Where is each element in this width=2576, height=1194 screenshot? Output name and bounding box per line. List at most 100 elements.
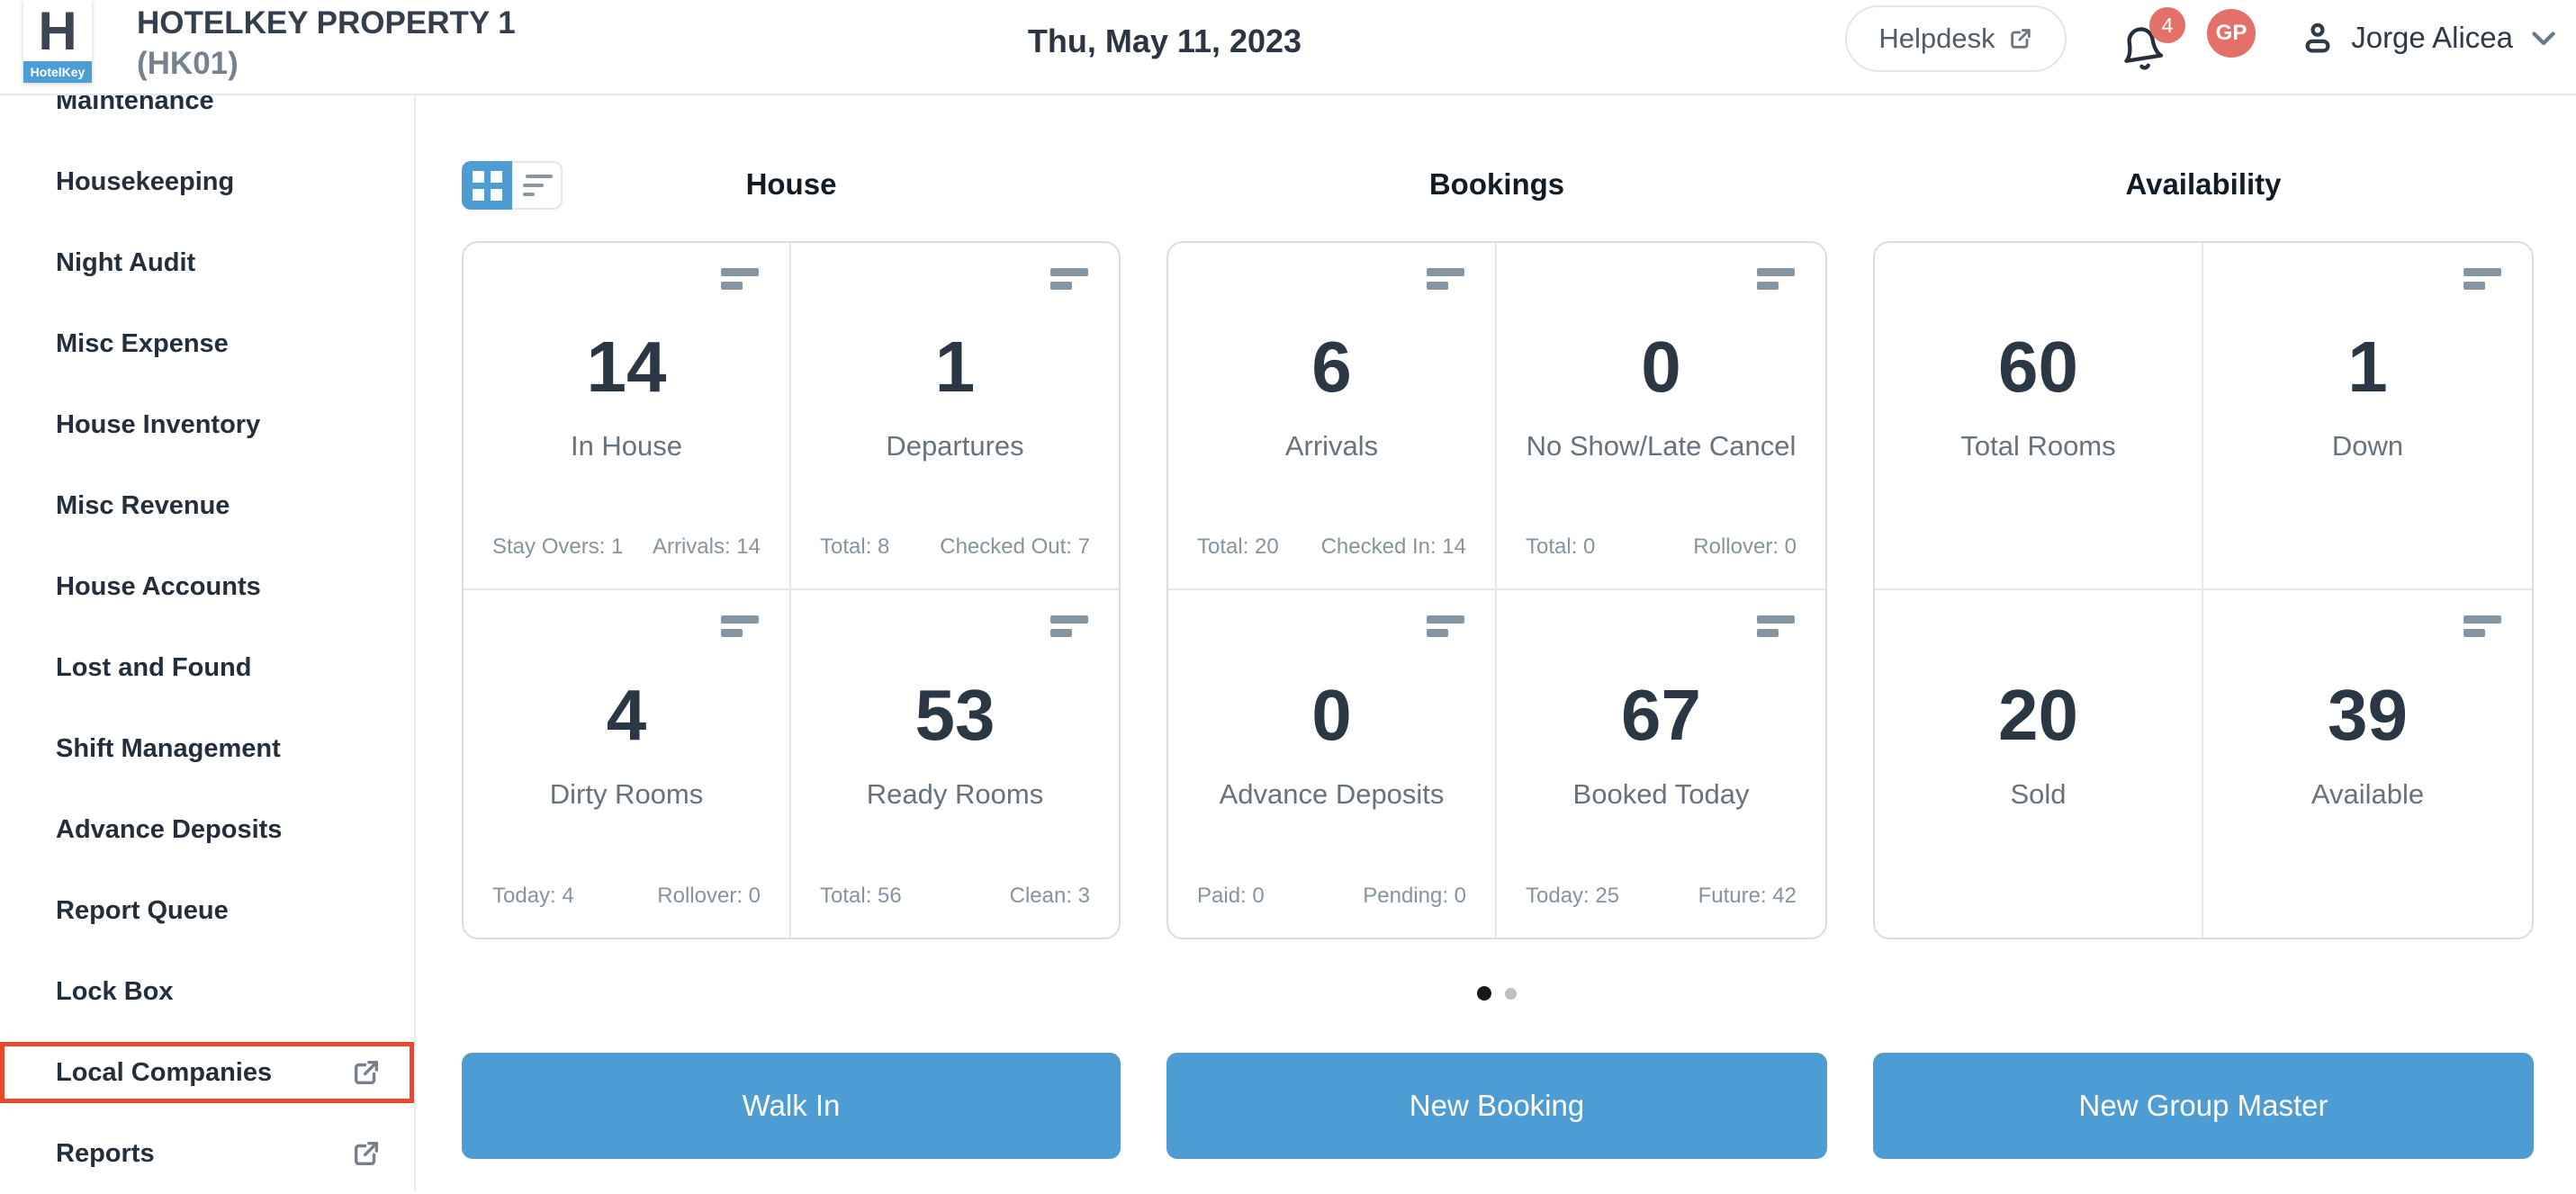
sidebar-item-label: Advance Deposits <box>56 814 283 844</box>
sidebar-item-label: House Accounts <box>56 571 261 601</box>
card-substat-left: Total: 8 <box>820 534 890 559</box>
sidebar-nav: Maintenance Housekeeping Night Audit Mis… <box>0 0 414 1194</box>
card-substat-right: Clean: 3 <box>1009 884 1090 908</box>
sidebar-item-advance-deposits[interactable]: Advance Deposits <box>0 789 414 870</box>
card-menu-icon[interactable] <box>1757 615 1795 637</box>
card-value: 67 <box>1621 675 1701 755</box>
sidebar-item-label: Local Companies <box>56 1057 273 1087</box>
list-view-button[interactable] <box>512 161 563 210</box>
helpdesk-button[interactable]: Helpdesk <box>1845 5 2067 72</box>
card-available[interactable]: 39 Available <box>2203 590 2532 938</box>
avatar[interactable]: GP <box>2207 9 2256 58</box>
card-substat-left: Today: 25 <box>1526 884 1620 908</box>
card-value: 60 <box>1998 327 2078 407</box>
user-name: Jorge Alicea <box>2351 21 2513 54</box>
card-departures[interactable]: 1 Departures Total: 8 Checked Out: 7 <box>791 243 1119 590</box>
card-menu-icon[interactable] <box>721 615 759 637</box>
card-menu-icon[interactable] <box>2463 268 2501 290</box>
grid-view-button[interactable] <box>462 161 512 210</box>
card-booked-today[interactable]: 67 Booked Today Today: 25 Future: 42 <box>1497 590 1825 938</box>
card-no-show-late-cancel[interactable]: 0 No Show/Late Cancel Total: 0 Rollover:… <box>1497 243 1825 590</box>
pagination-dot[interactable] <box>1505 987 1517 1000</box>
section-house: House 14 In House Stay Overs: 1 Arrivals… <box>462 164 1121 939</box>
property-name: HOTELKEY PROPERTY 1 <box>137 5 516 40</box>
sidebar-item-reports[interactable]: Reports <box>0 1113 414 1194</box>
card-label: Sold <box>2010 778 2067 810</box>
sidebar-item-local-companies[interactable]: Local Companies <box>0 1032 414 1113</box>
card-substat-right: Pending: 0 <box>1363 884 1466 908</box>
carousel-pagination <box>1166 986 1827 1001</box>
sidebar-item-label: Report Queue <box>56 895 229 925</box>
sidebar-item-lost-and-found[interactable]: Lost and Found <box>0 627 414 708</box>
walk-in-button[interactable]: Walk In <box>462 1053 1121 1159</box>
card-sold[interactable]: 20 Sold <box>1875 590 2203 938</box>
card-value: 0 <box>1641 327 1681 407</box>
sidebar-item-misc-revenue[interactable]: Misc Revenue <box>0 465 414 546</box>
card-arrivals[interactable]: 6 Arrivals Total: 20 Checked In: 14 <box>1168 243 1497 590</box>
new-group-master-button[interactable]: New Group Master <box>1873 1053 2534 1159</box>
new-booking-button[interactable]: New Booking <box>1166 1053 1827 1159</box>
card-substat-right: Rollover: 0 <box>1693 534 1797 559</box>
card-value: 53 <box>914 675 995 755</box>
bell-icon <box>2124 27 2164 70</box>
card-label: Available <box>2310 778 2425 810</box>
sidebar-item-report-queue[interactable]: Report Queue <box>0 870 414 951</box>
sidebar-item-label: Reports <box>56 1138 155 1168</box>
hotelkey-logo: H HotelKey <box>23 0 92 83</box>
sidebar-item-night-audit[interactable]: Night Audit <box>0 222 414 303</box>
external-link-icon <box>351 1057 382 1088</box>
card-menu-icon[interactable] <box>1427 615 1464 637</box>
sidebar-item-label: Shift Management <box>56 733 281 763</box>
sidebar-item-label: Lost and Found <box>56 652 252 682</box>
sidebar-item-label: House Inventory <box>56 409 261 439</box>
card-label: Advance Deposits <box>1219 778 1445 810</box>
card-menu-icon[interactable] <box>1427 268 1464 290</box>
card-menu-icon[interactable] <box>1050 268 1088 290</box>
card-menu-icon[interactable] <box>1757 268 1795 290</box>
availability-card-grid: 60 Total Rooms 1 Down 20 Sold 39 Availab… <box>1873 241 2534 939</box>
external-link-icon <box>2010 29 2031 49</box>
view-mode-toggle <box>462 161 563 210</box>
grid-view-icon <box>472 170 502 201</box>
card-label: Ready Rooms <box>866 778 1044 810</box>
logo-letter: H <box>38 0 77 61</box>
card-value: 20 <box>1998 675 2078 755</box>
card-substat-right: Future: 42 <box>1698 884 1797 908</box>
sidebar-item-house-accounts[interactable]: House Accounts <box>0 546 414 627</box>
section-bookings: Bookings 6 Arrivals Total: 20 Checked In… <box>1166 164 1827 939</box>
sidebar-item-label: Housekeeping <box>56 166 235 196</box>
business-date: Thu, May 11, 2023 <box>1027 22 1302 59</box>
sidebar-item-housekeeping[interactable]: Housekeeping <box>0 141 414 222</box>
card-label: Booked Today <box>1572 778 1750 810</box>
card-menu-icon[interactable] <box>721 268 759 290</box>
sidebar-item-shift-management[interactable]: Shift Management <box>0 708 414 789</box>
card-ready-rooms[interactable]: 53 Ready Rooms Total: 56 Clean: 3 <box>791 590 1119 938</box>
card-label: Total Rooms <box>1960 430 2116 462</box>
top-header: H HotelKey HOTELKEY PROPERTY 1 (HK01) Th… <box>0 0 2576 95</box>
property-code: (HK01) <box>137 46 239 81</box>
card-menu-icon[interactable] <box>2463 615 2501 637</box>
sidebar-item-house-inventory[interactable]: House Inventory <box>0 384 414 465</box>
card-substat-left: Total: 0 <box>1526 534 1596 559</box>
pagination-dot-active[interactable] <box>1477 986 1491 1001</box>
user-menu[interactable]: Jorge Alicea <box>2299 11 2560 65</box>
card-in-house[interactable]: 14 In House Stay Overs: 1 Arrivals: 14 <box>464 243 791 590</box>
sidebar-item-misc-expense[interactable]: Misc Expense <box>0 303 414 384</box>
sidebar-item-label: Night Audit <box>56 247 196 277</box>
notifications-button[interactable]: 4 <box>2119 7 2185 83</box>
sidebar-item-label: Lock Box <box>56 976 174 1006</box>
card-label: Arrivals <box>1284 430 1379 462</box>
card-advance-deposits[interactable]: 0 Advance Deposits Paid: 0 Pending: 0 <box>1168 590 1497 938</box>
card-down[interactable]: 1 Down <box>2203 243 2532 590</box>
sidebar-item-lock-box[interactable]: Lock Box <box>0 951 414 1032</box>
card-value: 1 <box>2347 327 2388 407</box>
card-value: 0 <box>1311 675 1352 755</box>
section-availability: Availability 60 Total Rooms 1 Down 20 So… <box>1873 164 2534 939</box>
card-substat-left: Total: 20 <box>1197 534 1279 559</box>
card-value: 1 <box>934 327 976 407</box>
card-total-rooms[interactable]: 60 Total Rooms <box>1875 243 2203 590</box>
card-value: 6 <box>1311 327 1352 407</box>
card-menu-icon[interactable] <box>1050 615 1088 637</box>
card-dirty-rooms[interactable]: 4 Dirty Rooms Today: 4 Rollover: 0 <box>464 590 791 938</box>
card-label: No Show/Late Cancel <box>1526 430 1797 462</box>
